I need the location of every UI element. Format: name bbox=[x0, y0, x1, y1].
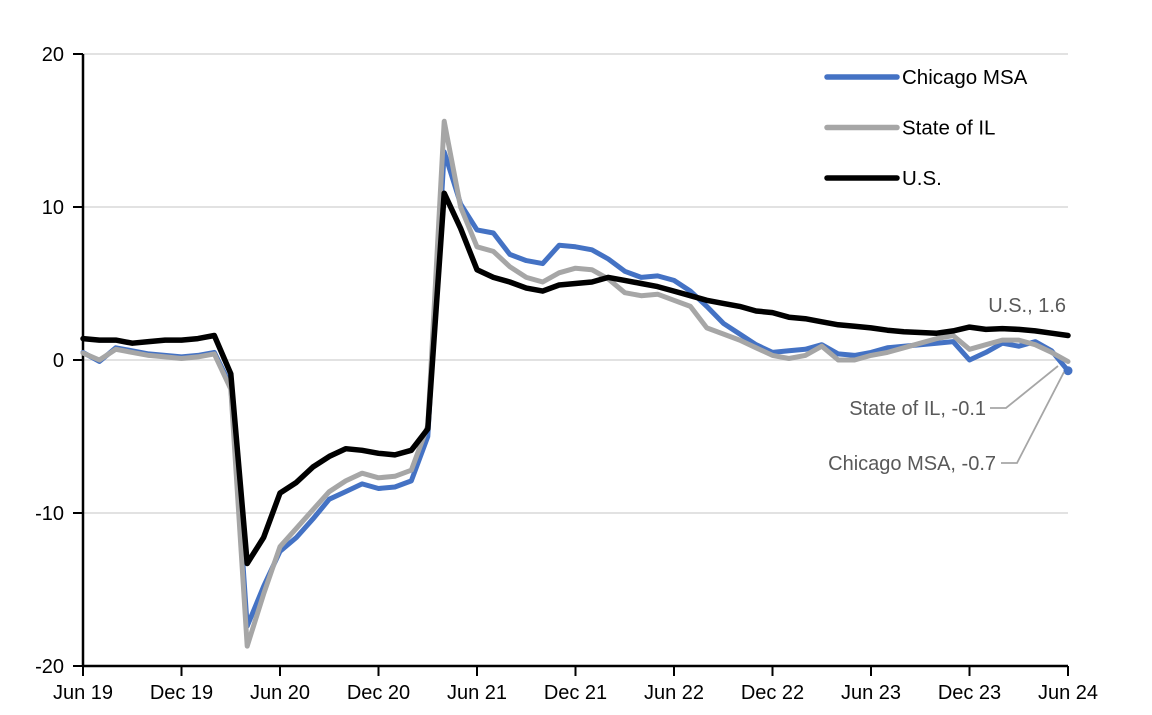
y-axis-tick-label: -20 bbox=[35, 656, 64, 678]
series-line-u-s- bbox=[80, 190, 1071, 567]
annotation-il: State of IL, -0.1 bbox=[849, 398, 986, 420]
x-axis-tick-label: Jun 21 bbox=[447, 682, 507, 704]
legend-item-state-of-il: State of IL bbox=[824, 117, 995, 140]
legend: Chicago MSA State of IL U.S. bbox=[824, 66, 1028, 190]
legend-label: U.S. bbox=[902, 167, 942, 190]
leader-line-il bbox=[990, 365, 1059, 409]
x-axis-tick-label: Jun 23 bbox=[841, 682, 901, 704]
x-axis-tick-label: Jun 20 bbox=[250, 682, 310, 704]
x-axis-tick-label: Dec 23 bbox=[938, 682, 1001, 704]
x-axis-tick-label: Jun 22 bbox=[644, 682, 704, 704]
y-axis-tick-label: 20 bbox=[42, 44, 64, 66]
legend-label: State of IL bbox=[902, 117, 995, 140]
legend-item-chicago-msa: Chicago MSA bbox=[824, 66, 1028, 89]
y-axis-tick-label: -10 bbox=[35, 503, 64, 525]
leader-line-chicago bbox=[1001, 371, 1065, 464]
legend-item-u-s-: U.S. bbox=[824, 167, 942, 190]
x-axis-tick-label: Dec 22 bbox=[741, 682, 804, 704]
y-axis-tick-label: 0 bbox=[53, 350, 64, 372]
series-line-state-of-il bbox=[80, 118, 1071, 649]
y-axis-tick-label: 10 bbox=[42, 197, 64, 219]
x-axis-tick-label: Jun 19 bbox=[53, 682, 113, 704]
x-axis-tick-label: Dec 19 bbox=[150, 682, 213, 704]
x-axis-tick-label: Dec 20 bbox=[347, 682, 410, 704]
chicago-endpoint-marker bbox=[1063, 366, 1073, 376]
annotation-us: U.S., 1.6 bbox=[988, 295, 1066, 317]
legend-label: Chicago MSA bbox=[902, 66, 1028, 89]
annotation-chicago: Chicago MSA, -0.7 bbox=[828, 453, 996, 475]
x-axis-tick-label: Jun 24 bbox=[1038, 682, 1098, 704]
x-axis-tick-label: Dec 21 bbox=[544, 682, 607, 704]
